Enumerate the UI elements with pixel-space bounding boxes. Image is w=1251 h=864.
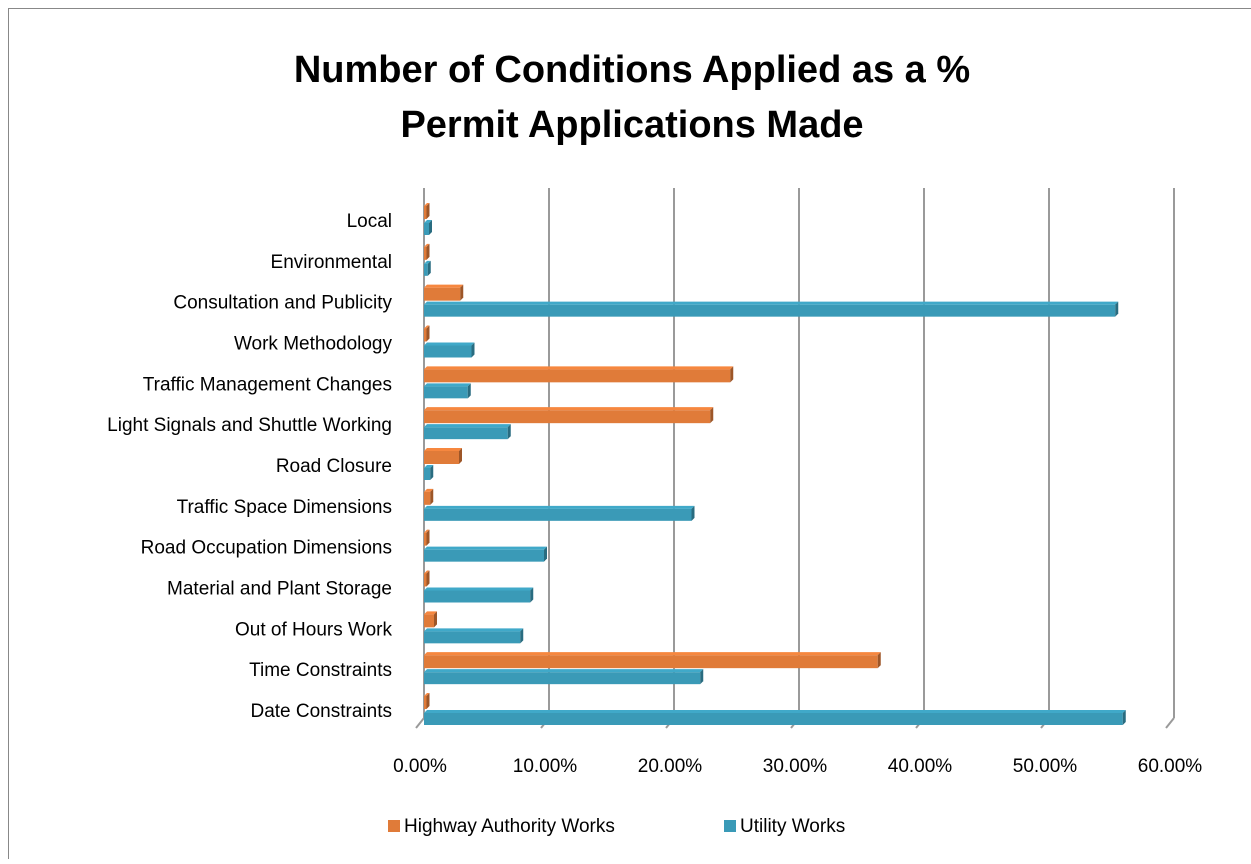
bar-face (424, 713, 1123, 725)
bar-face (424, 288, 460, 301)
bar-face (424, 509, 692, 521)
y-tick-label: Local (347, 211, 392, 232)
bar-face (424, 614, 434, 627)
bar (424, 588, 533, 603)
bar (424, 244, 430, 260)
bar (424, 343, 475, 358)
bar-top (424, 710, 1126, 713)
bar (424, 530, 430, 546)
y-tick-label: Material and Plant Storage (167, 579, 392, 600)
bar (424, 571, 430, 587)
bar (424, 652, 881, 668)
bar (424, 366, 733, 382)
legend-swatch (724, 820, 736, 832)
bar-face (424, 533, 427, 546)
y-tick-label: Consultation and Publicity (173, 293, 392, 314)
bar-top (424, 302, 1118, 305)
bar (424, 220, 432, 235)
bar-face (424, 346, 472, 358)
legend-swatch (388, 820, 400, 832)
bar-face (424, 631, 520, 643)
y-tick-label: Light Signals and Shuttle Working (107, 415, 392, 436)
bar (424, 448, 462, 464)
y-tick-label: Time Constraints (249, 660, 392, 681)
bar-face (424, 386, 468, 398)
bar (424, 669, 703, 684)
bar-top (424, 588, 533, 591)
bar-face (424, 672, 700, 684)
bar (424, 326, 430, 342)
bar-face (424, 492, 430, 505)
x-tick-label: 10.00% (513, 756, 578, 777)
y-tick-label: Environmental (271, 252, 392, 273)
bar-top (424, 652, 881, 655)
bar (424, 203, 430, 219)
bar-face (424, 264, 428, 276)
bar-top (424, 448, 462, 451)
y-tick-label: Date Constraints (250, 701, 392, 722)
y-tick-label: Road Occupation Dimensions (141, 538, 392, 559)
bar-face (424, 206, 427, 219)
bar-top (424, 628, 523, 631)
bar (424, 465, 433, 480)
y-tick-label: Road Closure (276, 456, 392, 477)
bar (424, 710, 1126, 725)
x-tick-label: 20.00% (638, 756, 703, 777)
x-tick-label: 50.00% (1013, 756, 1078, 777)
y-tick-label: Work Methodology (234, 334, 393, 355)
bar-face (424, 655, 878, 668)
x-tick-label: 40.00% (888, 756, 953, 777)
bar (424, 611, 437, 627)
bar-top (424, 424, 511, 427)
x-tick-label: 60.00% (1138, 756, 1203, 777)
bar (424, 407, 713, 423)
legend-label: Highway Authority Works (404, 816, 615, 837)
bar (424, 547, 547, 562)
bar-top (424, 407, 713, 410)
y-tick-label: Traffic Management Changes (143, 374, 392, 395)
bar (424, 628, 523, 643)
bar (424, 489, 433, 505)
bar-face (424, 410, 710, 423)
legend-label: Utility Works (740, 816, 845, 837)
bar-top (424, 285, 463, 288)
x-tick-label: 30.00% (763, 756, 828, 777)
bar-face (424, 696, 427, 709)
bar-top (424, 669, 703, 672)
bar-top (424, 506, 695, 509)
bar-face (424, 305, 1115, 317)
bar-face (424, 247, 427, 260)
x-tick-label: 0.00% (393, 756, 447, 777)
bar (424, 424, 511, 439)
y-tick-label: Traffic Space Dimensions (177, 497, 392, 518)
bar-face (424, 329, 427, 342)
bar-top (424, 383, 471, 386)
bar-face (424, 427, 508, 439)
bar-top (424, 366, 733, 369)
bar (424, 506, 695, 521)
bar-face (424, 591, 530, 603)
bar-top (424, 547, 547, 550)
bar (424, 302, 1118, 317)
bar (424, 693, 430, 709)
bar (424, 261, 431, 276)
y-tick-label: Out of Hours Work (235, 619, 392, 640)
bar-face (424, 468, 430, 480)
bar (424, 285, 463, 301)
bar-top (424, 343, 475, 346)
bar-face (424, 574, 427, 587)
bar-face (424, 223, 429, 235)
bar-face (424, 550, 544, 562)
bar-face (424, 369, 730, 382)
bar-face (424, 451, 459, 464)
bar (424, 383, 471, 398)
